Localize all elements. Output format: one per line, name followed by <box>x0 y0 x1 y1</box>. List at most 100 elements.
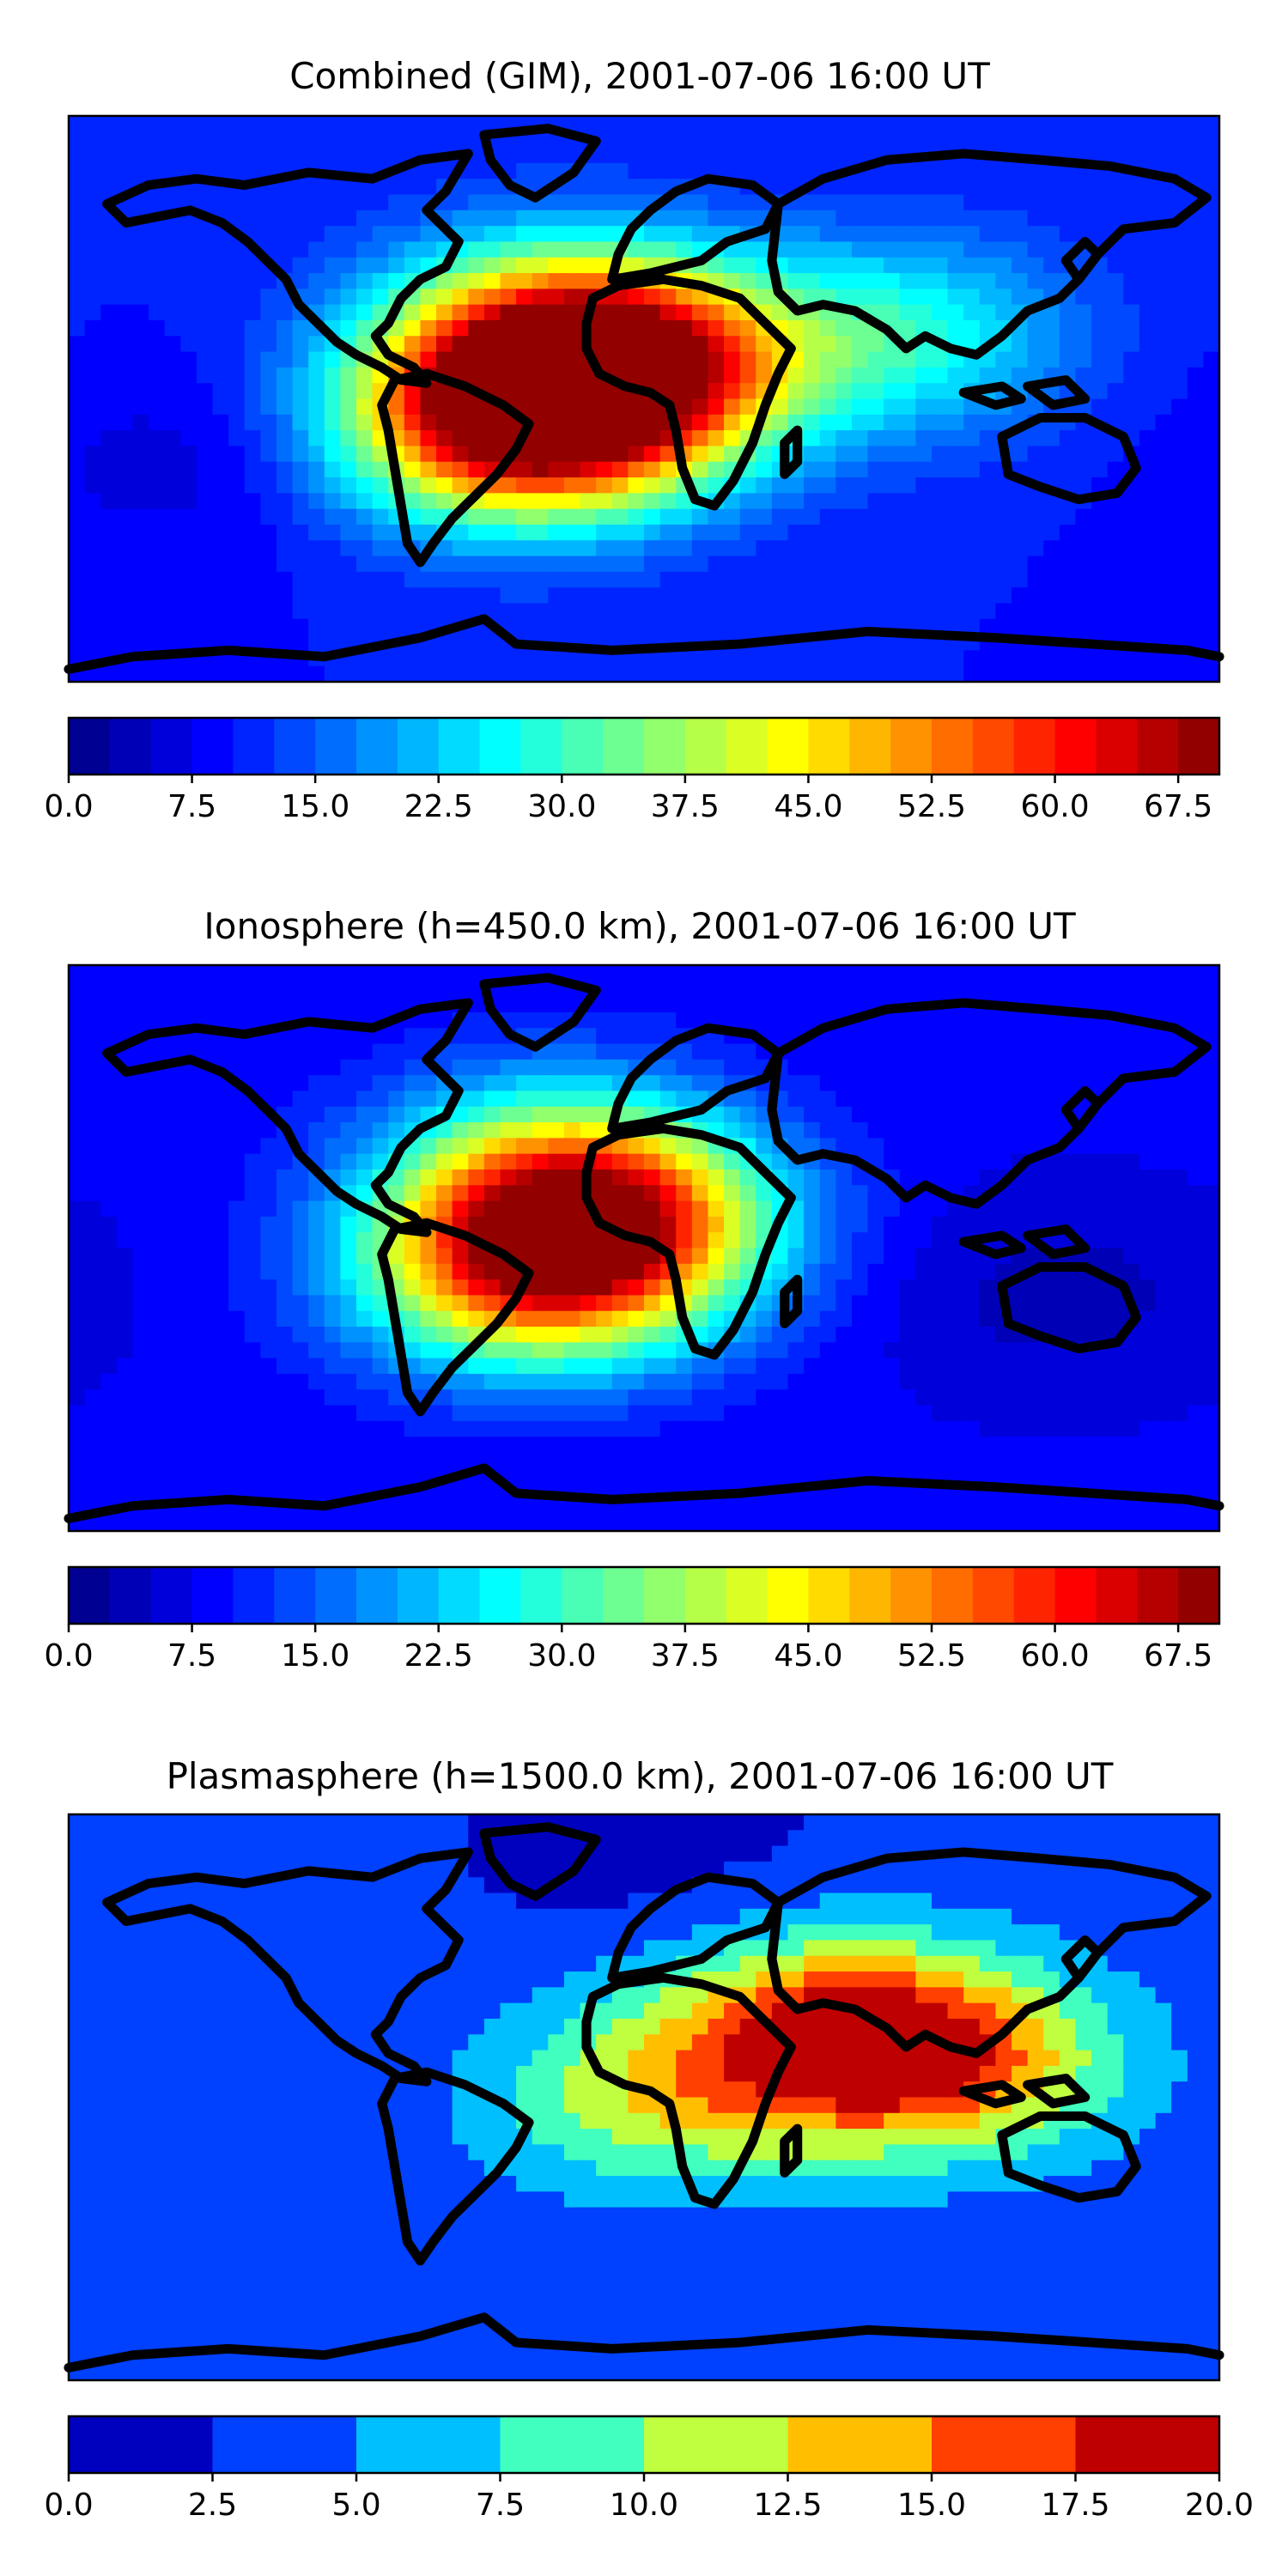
heatmap-cell <box>276 1295 294 1312</box>
heatmap-cell <box>644 618 661 635</box>
heatmap-cell <box>69 1373 86 1390</box>
heatmap-cell <box>1155 179 1172 196</box>
heatmap-cell <box>260 336 277 353</box>
heatmap-cell <box>1091 273 1109 289</box>
heatmap-cell <box>804 1091 821 1108</box>
heatmap-cell <box>149 351 166 368</box>
heatmap-cell <box>100 241 118 258</box>
heatmap-cell <box>915 1342 933 1359</box>
heatmap-cell <box>851 1327 869 1343</box>
heatmap-cell <box>1155 1295 1172 1312</box>
heatmap-cell <box>149 1389 166 1406</box>
heatmap-cell <box>596 493 613 510</box>
heatmap-cell <box>884 210 901 227</box>
heatmap-cell <box>1012 179 1029 196</box>
heatmap-cell <box>979 1279 997 1297</box>
heatmap-cell <box>196 398 214 416</box>
heatmap-cell <box>596 1028 613 1045</box>
heatmap-cell <box>804 1420 821 1437</box>
heatmap-cell <box>884 965 901 981</box>
heatmap-cell <box>947 1279 964 1297</box>
heatmap-cell <box>580 241 597 258</box>
heatmap-cell <box>84 1248 101 1265</box>
heatmap-cell <box>1123 1153 1140 1170</box>
heatmap-cell <box>1139 179 1157 196</box>
heatmap-cell <box>1155 587 1172 605</box>
heatmap-cell <box>932 493 949 510</box>
heatmap-cell <box>180 1153 197 1170</box>
heatmap-cell <box>691 398 709 416</box>
heatmap-cell <box>468 289 485 306</box>
heatmap-cell <box>308 1358 325 1375</box>
heatmap-cell <box>84 556 101 573</box>
heatmap-cell <box>372 996 389 1013</box>
heatmap-cell <box>1012 524 1029 541</box>
heatmap-cell <box>611 1327 629 1343</box>
heatmap-cell <box>1155 1327 1172 1343</box>
heatmap-cell <box>244 1373 261 1390</box>
heatmap-cell <box>1012 1373 1029 1390</box>
heatmap-cell <box>164 383 181 400</box>
heatmap-cell <box>644 1437 661 1454</box>
heatmap-cell <box>84 257 101 274</box>
heatmap-cell <box>708 603 725 620</box>
heatmap-cell <box>915 367 933 384</box>
heatmap-cell <box>548 618 565 635</box>
heatmap-cell <box>644 446 661 463</box>
heatmap-cell <box>84 1200 101 1218</box>
heatmap-cell <box>1107 383 1124 400</box>
heatmap-cell <box>851 603 869 620</box>
heatmap-cell <box>611 1467 629 1485</box>
heatmap-cell <box>212 194 229 211</box>
heatmap-cell <box>308 635 325 651</box>
heatmap-cell <box>483 194 501 211</box>
heatmap-cell <box>516 162 533 179</box>
heatmap-cell <box>724 556 741 573</box>
heatmap-cell <box>659 1232 677 1249</box>
panel-1-title: Combined (GIM), 2001-07-06 16:00 UT <box>289 55 990 97</box>
heatmap-cell <box>164 1420 181 1437</box>
heatmap-cell <box>149 1091 166 1108</box>
heatmap-cell <box>787 226 805 243</box>
heatmap-cell <box>563 1373 581 1390</box>
heatmap-cell <box>483 351 501 368</box>
heatmap-cell <box>100 1216 118 1233</box>
heatmap-cell <box>292 1263 309 1280</box>
heatmap-cell <box>644 1153 661 1170</box>
colorbar-level <box>1178 718 1220 775</box>
heatmap-cell <box>611 1248 629 1265</box>
heatmap-cell <box>164 1279 181 1297</box>
heatmap-cell <box>69 1169 86 1186</box>
heatmap-cell <box>180 1437 197 1454</box>
heatmap-cell <box>979 587 997 605</box>
heatmap-cell <box>947 1075 964 1092</box>
heatmap-cell <box>724 618 741 635</box>
heatmap-cell <box>979 226 997 243</box>
heatmap-cell <box>1043 1075 1060 1092</box>
heatmap-cell <box>548 430 565 447</box>
heatmap-cell <box>292 194 309 211</box>
heatmap-cell <box>164 1248 181 1265</box>
heatmap-cell <box>915 1420 933 1437</box>
heatmap-cell <box>1075 336 1092 353</box>
heatmap-cell <box>228 1169 246 1186</box>
heatmap-cell <box>372 1327 389 1343</box>
heatmap-cell <box>835 665 853 683</box>
heatmap-cell <box>260 635 277 651</box>
heatmap-cell <box>1187 162 1204 179</box>
heatmap-cell <box>563 556 581 573</box>
heatmap-cell <box>867 131 884 149</box>
heatmap-cell <box>899 116 916 132</box>
heatmap-cell <box>132 1012 149 1029</box>
heatmap-cell <box>260 1169 277 1186</box>
colorbar-tick-label: 7.5 <box>167 789 216 824</box>
heatmap-cell <box>963 1122 981 1139</box>
heatmap-cell <box>1027 1043 1044 1060</box>
heatmap-cell <box>548 1106 565 1123</box>
heatmap-cell <box>69 1059 86 1076</box>
heatmap-cell <box>899 587 916 605</box>
heatmap-cell <box>516 226 533 243</box>
heatmap-cell <box>915 1263 933 1280</box>
heatmap-cell <box>1027 1358 1044 1375</box>
heatmap-cell <box>532 1091 549 1108</box>
